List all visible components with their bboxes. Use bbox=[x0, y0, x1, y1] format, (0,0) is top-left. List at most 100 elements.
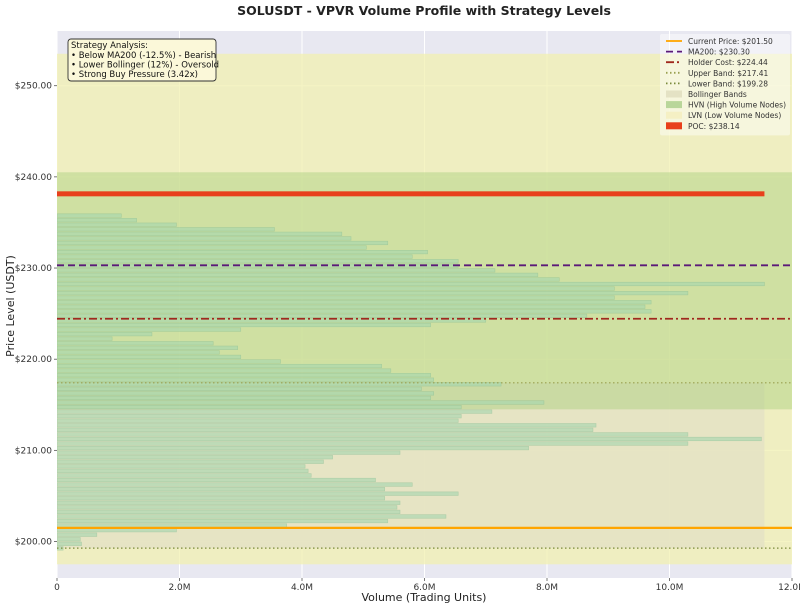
y-tick-label: $220.00 bbox=[15, 355, 52, 365]
volume-bar bbox=[57, 409, 493, 414]
volume-bar bbox=[57, 423, 597, 428]
volume-bar bbox=[57, 254, 413, 259]
volume-bar bbox=[57, 281, 765, 287]
volume-bar bbox=[57, 464, 306, 469]
x-tick-label: 6.0M bbox=[413, 583, 435, 593]
volume-bar bbox=[57, 268, 496, 273]
x-tick-label: 12.0M bbox=[778, 583, 800, 593]
volume-bar bbox=[57, 546, 64, 551]
legend-label: LVN (Low Volume Nodes) bbox=[688, 111, 781, 120]
volume-bar bbox=[57, 514, 447, 519]
volume-bar bbox=[57, 404, 462, 410]
volume-bar bbox=[57, 245, 367, 250]
volume-bar bbox=[57, 377, 434, 382]
volume-bar bbox=[57, 455, 333, 460]
volume-bar bbox=[57, 250, 428, 255]
volume-bar bbox=[57, 482, 413, 487]
volume-bar bbox=[57, 345, 238, 350]
x-tick-label: 8.0M bbox=[536, 583, 558, 593]
volume-bar bbox=[57, 468, 309, 473]
poc-bar bbox=[57, 191, 765, 197]
legend-label: Current Price: $201.50 bbox=[688, 37, 773, 46]
legend-swatch bbox=[666, 101, 682, 109]
annotation-line: • Strong Buy Pressure (3.42x) bbox=[71, 70, 198, 80]
volume-bar bbox=[57, 222, 177, 227]
volume-bar bbox=[57, 427, 594, 432]
volume-bar bbox=[57, 459, 324, 464]
volume-bar bbox=[57, 500, 401, 505]
strategy-annotation: Strategy Analysis:• Below MA200 (-12.5%)… bbox=[67, 38, 219, 82]
volume-bar bbox=[57, 532, 98, 537]
volume-bar bbox=[57, 395, 431, 401]
volume-bar bbox=[57, 537, 81, 542]
volume-bar bbox=[57, 341, 214, 346]
volume-bar bbox=[57, 327, 242, 332]
legend-box bbox=[660, 34, 790, 136]
x-tick-label: 10.0M bbox=[656, 583, 684, 593]
legend-label: Upper Band: $217.41 bbox=[688, 69, 769, 78]
volume-bar bbox=[57, 277, 560, 282]
volume-bar bbox=[57, 391, 434, 396]
y-axis-title: Price Level (USDT) bbox=[4, 255, 17, 357]
volume-bar bbox=[57, 441, 689, 446]
volume-bar bbox=[57, 231, 343, 236]
volume-bar bbox=[57, 386, 422, 391]
plot-area bbox=[57, 31, 792, 578]
volume-bar bbox=[57, 541, 82, 546]
volume-bar bbox=[57, 473, 312, 478]
volume-bar bbox=[57, 518, 389, 524]
volume-bar bbox=[57, 368, 392, 373]
volume-bar bbox=[57, 359, 281, 364]
x-tick-label: 0 bbox=[54, 583, 60, 593]
volume-bar bbox=[57, 414, 462, 419]
volume-bar bbox=[57, 300, 652, 305]
volume-bar bbox=[57, 322, 431, 328]
legend: Current Price: $201.50 MA200: $230.30Hold… bbox=[660, 34, 790, 136]
legend-swatch bbox=[666, 122, 682, 130]
y-tick-label: $230.00 bbox=[15, 264, 52, 274]
volume-bar bbox=[57, 446, 529, 451]
volume-bar bbox=[57, 509, 401, 514]
legend-label: POC: $238.14 bbox=[688, 122, 740, 131]
annotation-box bbox=[67, 38, 217, 82]
volume-bar bbox=[57, 505, 398, 510]
y-tick-label: $210.00 bbox=[15, 446, 52, 456]
x-tick-label: 2.0M bbox=[168, 583, 190, 593]
volume-bar bbox=[57, 236, 352, 241]
annotation-title: Strategy Analysis: bbox=[71, 41, 148, 51]
volume-bar bbox=[57, 432, 689, 437]
y-tick-label: $240.00 bbox=[15, 173, 52, 183]
volume-bar bbox=[57, 259, 459, 264]
volume-bar bbox=[57, 313, 588, 318]
volume-bar bbox=[57, 272, 539, 277]
volume-bar bbox=[57, 491, 459, 496]
volume-bar bbox=[57, 218, 137, 223]
x-tick-label: 4.0M bbox=[291, 583, 313, 593]
volume-bar bbox=[57, 295, 615, 300]
volume-bar bbox=[57, 373, 431, 378]
legend-swatch bbox=[666, 90, 682, 98]
volume-bar bbox=[57, 382, 502, 387]
volume-bar bbox=[57, 336, 113, 341]
volume-bar bbox=[57, 227, 275, 232]
annotation-line: • Lower Bollinger (12%) - Oversold bbox=[71, 61, 219, 71]
volume-bar bbox=[57, 291, 689, 296]
volume-bar bbox=[57, 496, 385, 501]
volume-bar bbox=[57, 240, 389, 246]
volume-bar bbox=[57, 477, 376, 483]
volume-bar bbox=[57, 418, 459, 423]
volume-bar bbox=[57, 213, 122, 218]
annotation-line: • Below MA200 (-12.5%) - Bearish bbox=[71, 51, 216, 61]
x-axis-title: Volume (Trading Units) bbox=[362, 591, 487, 604]
volume-bar bbox=[57, 304, 646, 309]
legend-label: MA200: $230.30 bbox=[688, 48, 750, 57]
volume-bar bbox=[57, 400, 545, 405]
volume-bar bbox=[57, 309, 652, 314]
volume-bar bbox=[57, 363, 382, 369]
volume-bar bbox=[57, 436, 762, 442]
volume-bar bbox=[57, 354, 242, 359]
legend-label: Lower Band: $199.28 bbox=[688, 79, 768, 88]
volume-bar bbox=[57, 286, 615, 291]
